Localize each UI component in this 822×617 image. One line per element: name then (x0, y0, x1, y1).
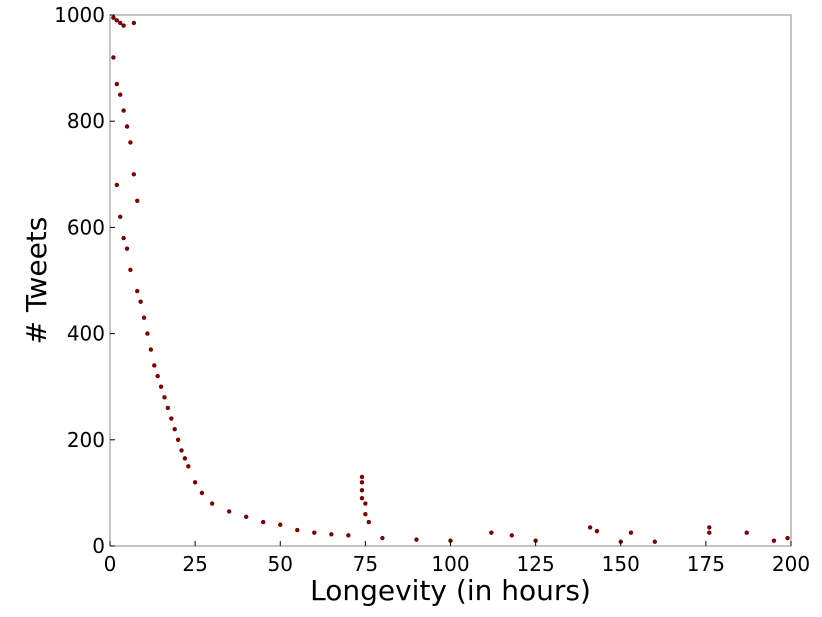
scatter-point (359, 496, 365, 501)
scatter-point (114, 81, 120, 87)
scatter-point (192, 480, 198, 485)
x-tick-label: 150 (602, 552, 640, 576)
y-tick-label: 400 (67, 322, 105, 346)
plot-frame (109, 14, 792, 547)
scatter-point (366, 519, 371, 525)
y-tick-label: 1000 (54, 3, 105, 27)
scatter-point (329, 532, 334, 537)
scatter-point (186, 464, 191, 469)
scatter-point (124, 124, 130, 129)
x-tick-label: 75 (353, 552, 378, 576)
x-tick-label: 50 (268, 552, 293, 576)
scatter-point (121, 23, 126, 28)
x-tick-label: 200 (772, 552, 810, 576)
scatter-point (652, 539, 657, 544)
scatter-point (587, 525, 593, 530)
scatter-point (744, 530, 749, 535)
scatter-point (261, 519, 266, 525)
scatter-point (118, 214, 123, 219)
scatter-point (707, 525, 712, 530)
y-axis-ticks: 0 200 400 600 800 1000 (54, 3, 115, 558)
scatter-point (111, 55, 116, 60)
scatter-point (148, 347, 154, 352)
x-tick-label: 125 (517, 552, 555, 576)
scatter-point (141, 315, 147, 320)
scatter-point (359, 474, 365, 480)
x-tick-label: 100 (431, 552, 469, 576)
scatter-point (707, 530, 712, 535)
x-axis-label: Longevity (in hours) (310, 574, 591, 607)
scatter-point (199, 490, 205, 496)
x-tick-label: 0 (104, 552, 117, 576)
scatter-point (138, 299, 143, 304)
scatter-point (172, 426, 177, 432)
scatter-point (295, 527, 300, 533)
scatter-point (244, 514, 249, 519)
scatter-point (131, 172, 137, 177)
scatter-point (152, 363, 157, 368)
y-axis-label: # Tweets (20, 217, 53, 345)
scatter-point (162, 395, 167, 400)
scatter-point (414, 537, 419, 542)
scatter-point (114, 182, 120, 188)
x-axis-ticks: 0 25 50 75 100 125 150 175 200 (104, 541, 810, 576)
scatter-point (278, 522, 283, 527)
scatter-point (118, 92, 123, 97)
scatter-point (359, 488, 365, 493)
scatter-point (124, 246, 130, 251)
scatter-point (785, 535, 790, 541)
scatter-point (363, 511, 368, 517)
x-tick-label: 175 (687, 552, 725, 576)
scatter-point (121, 108, 126, 113)
scatter-point (155, 373, 160, 379)
scatter-point (114, 18, 120, 23)
scatter-point (135, 198, 140, 204)
scatter-point (135, 288, 140, 294)
scatter-point (771, 538, 777, 543)
scatter-point (628, 530, 634, 535)
y-tick-label: 800 (67, 109, 105, 133)
scatter-point (145, 331, 150, 336)
scatter-point (489, 530, 494, 535)
scatter-point (128, 140, 133, 145)
scatter-point (179, 448, 184, 453)
scatter-point (165, 405, 171, 411)
scatter-point (312, 530, 317, 535)
scatter-point (158, 384, 164, 389)
y-tick-label: 0 (92, 534, 105, 558)
scatter-point (121, 235, 126, 241)
x-tick-label: 25 (182, 552, 207, 576)
scatter-point (118, 20, 123, 26)
scatter-point (363, 501, 368, 506)
y-tick-label: 200 (67, 428, 105, 452)
scatter-points (111, 15, 790, 544)
scatter-point (128, 267, 133, 273)
y-tick-label: 600 (67, 215, 105, 239)
scatter-point (111, 15, 116, 20)
scatter-point (346, 533, 351, 538)
scatter-point (209, 501, 215, 506)
scatter-point (359, 480, 365, 485)
scatter-point (169, 416, 174, 421)
scatter-point (182, 456, 188, 461)
scatter-point (226, 509, 232, 514)
scatter-point (131, 20, 137, 26)
scatter-point (533, 538, 538, 543)
scatter-point (509, 533, 514, 538)
scatter-point (380, 535, 385, 541)
scatter-point (594, 528, 600, 534)
scatter-point (175, 437, 181, 442)
scatter-point (448, 538, 453, 543)
